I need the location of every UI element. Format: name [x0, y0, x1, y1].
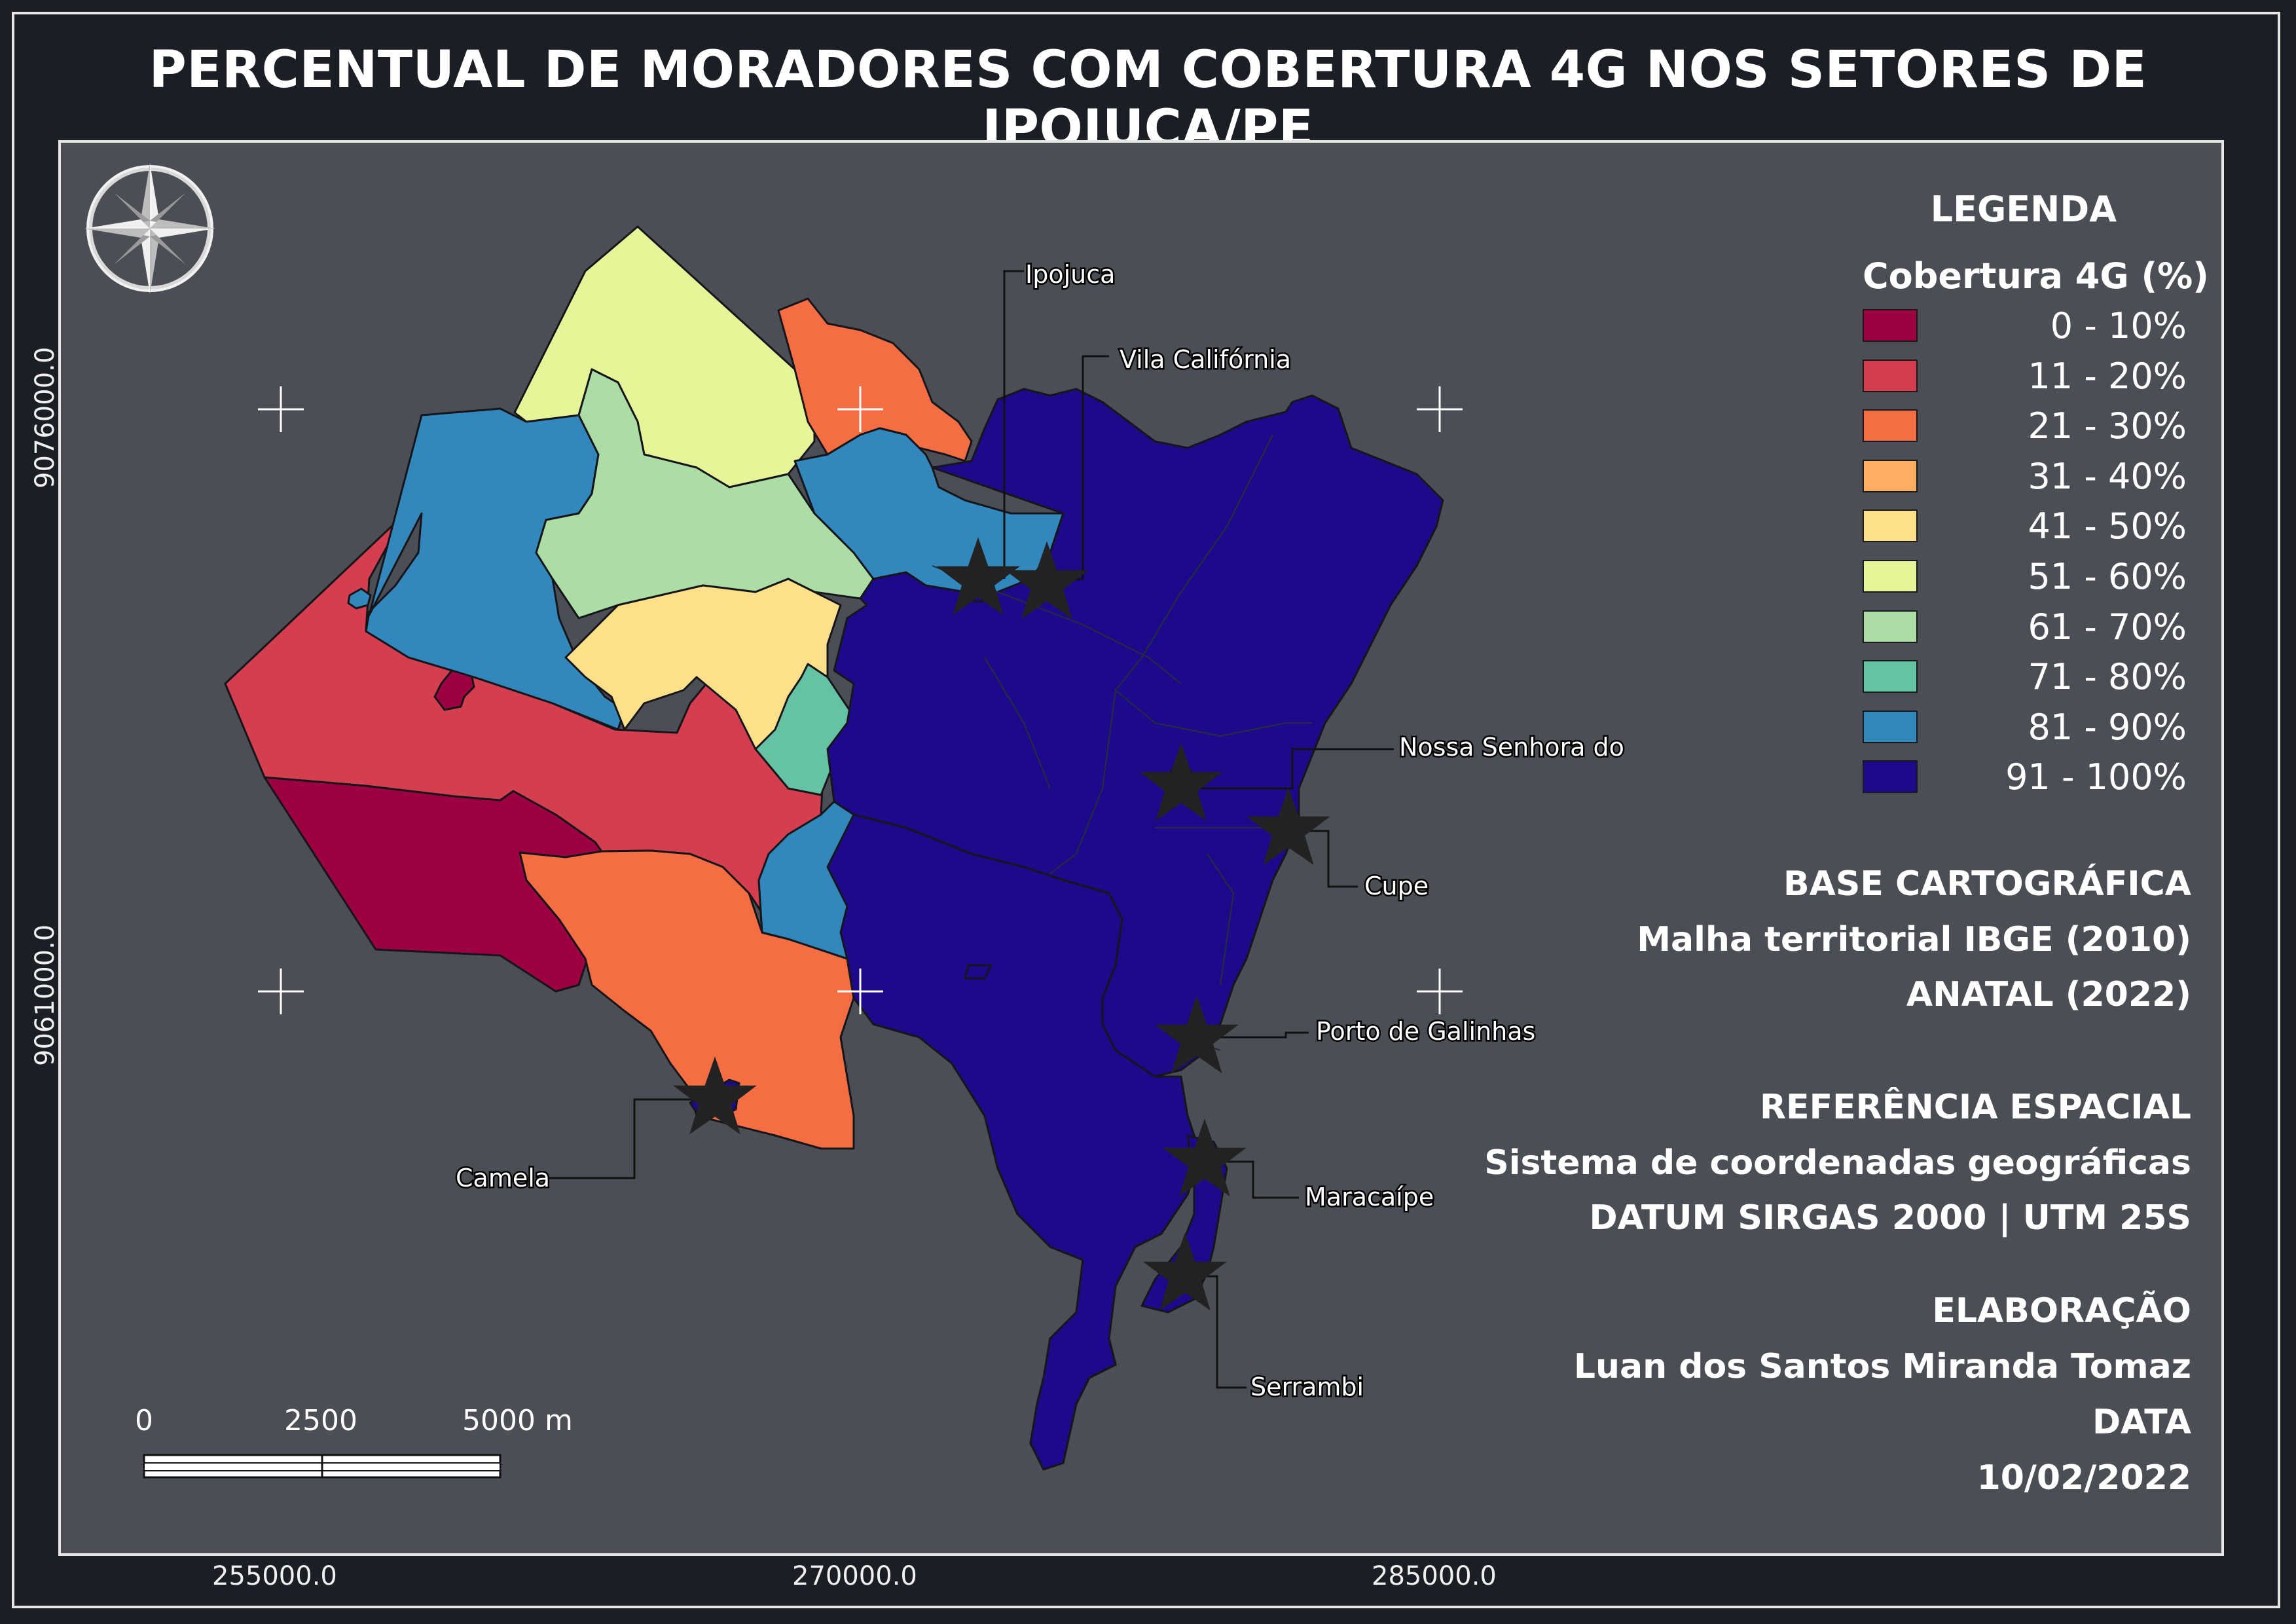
y-coordinate-label-top: 9076000.0 — [30, 346, 60, 489]
star-icon — [1139, 743, 1223, 821]
legend-label: 51 - 60% — [2028, 556, 2187, 597]
legend-swatch — [1863, 560, 1918, 593]
legend-item: 61 - 70% — [1863, 606, 2187, 648]
grid-crosses — [258, 386, 1463, 1014]
legend-label: 0 - 10% — [2050, 305, 2187, 346]
region-91-100-south — [826, 813, 1202, 1471]
star-icon — [936, 537, 1020, 616]
author-heading: ELABORAÇÃO — [1932, 1291, 2191, 1331]
y-coordinate-label-bottom: 9061000.0 — [30, 924, 60, 1066]
reference-line-2: DATUM SIRGAS 2000 | UTM 25S — [1589, 1198, 2191, 1238]
legend-item: 31 - 40% — [1863, 456, 2187, 497]
legend-label: 11 - 20% — [2028, 355, 2187, 397]
star-icon — [1163, 1118, 1247, 1197]
x-coordinate-label-left: 255000.0 — [212, 1561, 337, 1591]
date-heading: DATA — [2092, 1403, 2191, 1442]
date-value: 10/02/2022 — [1977, 1458, 2191, 1498]
place-label-nossa-senhora: Nossa Senhora do — [1399, 733, 1624, 762]
legend-item: 41 - 50% — [1863, 506, 2187, 547]
legend-label: 21 - 30% — [2028, 405, 2187, 447]
legend-label: 71 - 80% — [2028, 656, 2187, 698]
legend-item: 11 - 20% — [1863, 356, 2187, 397]
legend-subtitle: Cobertura 4G (%) — [1863, 255, 2209, 297]
place-label-ipojuca: Ipojuca — [1025, 260, 1115, 289]
legend-swatch — [1863, 710, 1918, 743]
legend-item: 21 - 30% — [1863, 405, 2187, 447]
place-label-serrambi: Serrambi — [1250, 1373, 1364, 1401]
base-line-2: ANATAL (2022) — [1906, 975, 2191, 1014]
legend-label: 31 - 40% — [2028, 455, 2187, 497]
region-91-100-east — [826, 388, 1444, 1078]
place-label-vila-california: Vila Califórnia — [1120, 345, 1291, 374]
star-icon — [1247, 787, 1330, 866]
scale-label-mid: 2500 — [284, 1404, 357, 1437]
leader-lines — [549, 270, 1394, 1389]
star-icon — [1155, 995, 1239, 1074]
reference-heading: REFERÊNCIA ESPACIAL — [1760, 1088, 2191, 1127]
legend-label: 41 - 50% — [2028, 506, 2187, 547]
legend-swatch — [1863, 660, 1918, 693]
compass-rose-icon — [84, 163, 215, 294]
legend-item: 0 - 10% — [1863, 305, 2187, 346]
scale-label-end: 5000 m — [462, 1404, 573, 1437]
legend-swatch — [1863, 760, 1918, 794]
scale-label-start: 0 — [135, 1404, 153, 1437]
author-name: Luan dos Santos Miranda Tomaz — [1573, 1347, 2191, 1386]
region-81-90-dot — [347, 587, 372, 610]
legend-label: 81 - 90% — [2028, 706, 2187, 748]
place-label-cupe: Cupe — [1364, 872, 1429, 900]
region-21-30-south — [519, 849, 855, 1150]
legend-swatch — [1863, 359, 1918, 392]
outer-border — [12, 12, 2280, 1608]
star-icon — [1005, 541, 1089, 619]
place-label-maracaipe: Maracaípe — [1305, 1183, 1434, 1211]
legend-item: 91 - 100% — [1863, 756, 2187, 798]
legend-swatch — [1863, 610, 1918, 643]
scale-bar: 0 2500 5000 m — [135, 1404, 573, 1479]
place-label-porto-de-galinhas: Porto de Galinhas — [1316, 1017, 1535, 1046]
place-label-camela: Camela — [456, 1164, 550, 1192]
legend-swatch — [1863, 309, 1918, 342]
legend-item: 81 - 90% — [1863, 707, 2187, 748]
map-canvas: Ipojuca Vila Califórnia Nossa Senhora do… — [84, 163, 1626, 1479]
legend-item: 51 - 60% — [1863, 556, 2187, 597]
star-icon — [673, 1056, 757, 1135]
legend-label: 61 - 70% — [2028, 606, 2187, 648]
map-frame: Ipojuca Vila Califórnia Nossa Senhora do… — [58, 140, 2224, 1556]
legend-heading: LEGENDA — [1930, 189, 2117, 230]
reference-line-1: Sistema de coordenadas geográficas — [1484, 1143, 2191, 1183]
region-91-100-small — [964, 964, 993, 980]
x-coordinate-label-middle: 270000.0 — [792, 1561, 917, 1591]
legend-swatch — [1863, 459, 1918, 492]
x-coordinate-label-right: 285000.0 — [1372, 1561, 1497, 1591]
legend-label: 91 - 100% — [2005, 756, 2187, 798]
star-icon — [1143, 1232, 1227, 1311]
legend-item: 71 - 80% — [1863, 656, 2187, 697]
base-line-1: Malha territorial IBGE (2010) — [1637, 920, 2191, 959]
base-heading: BASE CARTOGRÁFICA — [1783, 864, 2191, 904]
legend-swatch — [1863, 509, 1918, 543]
legend-swatch — [1863, 409, 1918, 443]
